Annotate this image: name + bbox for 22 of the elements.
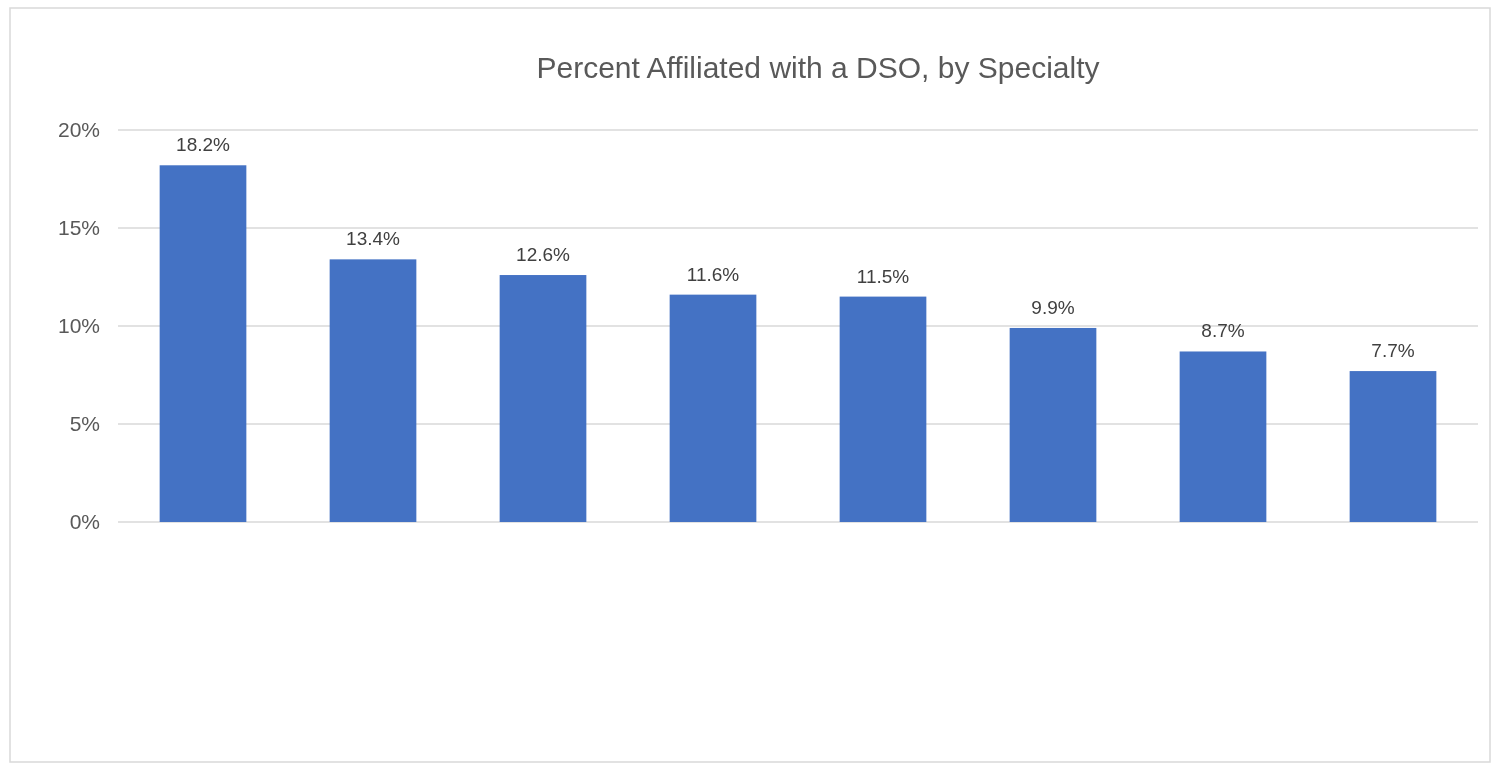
bar [159, 165, 247, 522]
bar [669, 294, 757, 522]
bar [1009, 327, 1097, 522]
data-label: 11.6% [686, 263, 740, 285]
y-tick-label: 0% [69, 510, 100, 534]
y-tick-label: 10% [57, 314, 100, 338]
bar [1179, 351, 1267, 522]
data-label: 9.9% [1031, 296, 1075, 318]
data-label: 11.5% [856, 265, 910, 287]
data-label: 13.4% [346, 228, 401, 250]
bar [499, 275, 587, 522]
bar [1349, 371, 1437, 522]
bar [839, 296, 927, 522]
data-label: 8.7% [1201, 320, 1245, 342]
bar [329, 259, 417, 522]
y-tick-label: 20% [57, 118, 100, 142]
y-tick-label: 15% [57, 216, 100, 240]
data-label: 7.7% [1371, 340, 1415, 362]
y-tick-label: 5% [69, 412, 100, 436]
data-label: 12.6% [516, 244, 571, 266]
data-label: 18.2% [176, 134, 231, 156]
chart-title: Percent Affiliated with a DSO, by Specialty [536, 51, 1100, 84]
